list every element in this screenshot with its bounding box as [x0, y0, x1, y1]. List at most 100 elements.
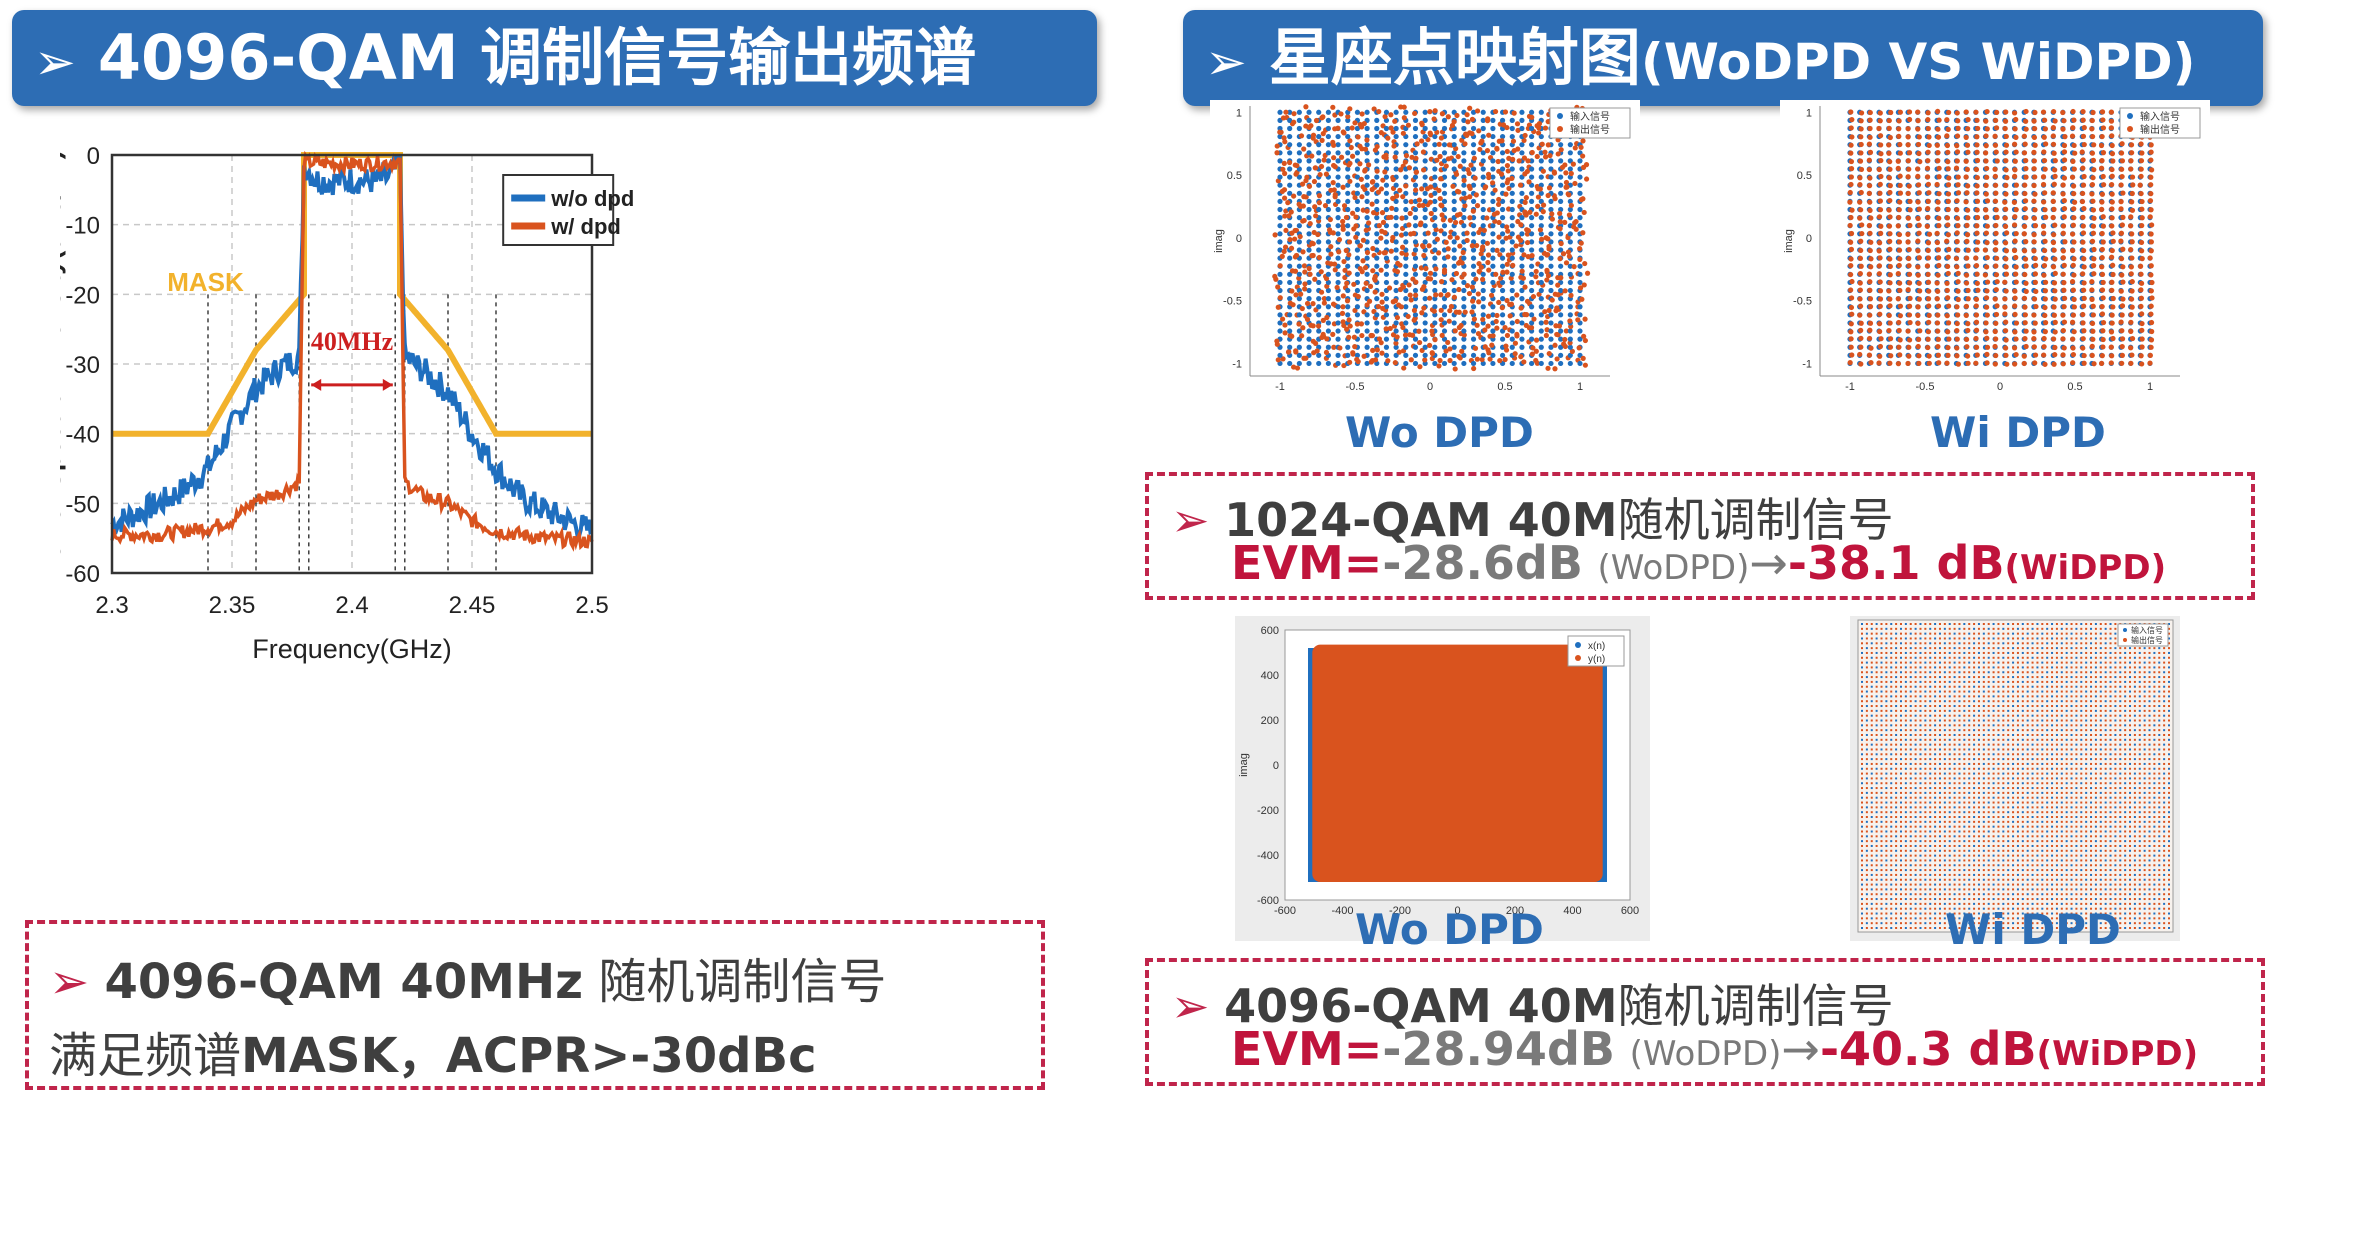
output-point: [1917, 328, 1923, 334]
x-tick-label: 2.3: [95, 592, 128, 619]
input-point: [1548, 166, 1554, 172]
input-point: [1306, 312, 1312, 318]
grid-point: [1895, 777, 1898, 780]
output-point: [1497, 358, 1503, 364]
grid-point: [1904, 623, 1907, 625]
grid-point: [1904, 816, 1907, 819]
input-point: [1335, 328, 1341, 334]
grid-point: [1870, 927, 1873, 929]
output-point: [1341, 258, 1347, 265]
output-point: [1925, 271, 1931, 278]
output-point: [1447, 308, 1453, 314]
grid-point: [1899, 666, 1902, 669]
output-point: [2128, 271, 2134, 277]
output-point: [2070, 125, 2076, 131]
output-point: [1982, 247, 1988, 253]
output-point: [2061, 206, 2068, 212]
input-point: [1490, 142, 1496, 148]
output-point: [1992, 296, 1998, 302]
output-point: [2119, 222, 2125, 228]
output-point: [2148, 157, 2154, 163]
input-point: [1519, 279, 1525, 286]
input-point: [1335, 352, 1341, 358]
output-point: [1379, 291, 1385, 297]
grid-point: [1885, 767, 1888, 770]
evm-wo-sub: (WoDPD): [1597, 548, 1750, 588]
output-point: [1456, 309, 1462, 315]
grid-point: [1880, 632, 1883, 635]
grid-point: [1899, 806, 1902, 809]
input-point: [1567, 142, 1573, 148]
output-point: [1508, 301, 1515, 307]
grid-point: [1895, 762, 1898, 765]
output-point: [2149, 279, 2155, 286]
output-point: [1965, 321, 1971, 327]
grid-point: [1895, 878, 1898, 881]
grid-point: [1890, 835, 1893, 838]
output-point: [1288, 245, 1295, 251]
input-point: [1277, 109, 1283, 115]
input-point: [1403, 231, 1409, 237]
output-point: [1300, 325, 1306, 331]
grid-point: [1880, 651, 1883, 654]
output-point: [1905, 328, 1911, 334]
output-point: [1955, 182, 1961, 188]
grid-point: [1865, 835, 1868, 838]
output-point: [2138, 158, 2145, 164]
output-point: [2052, 288, 2058, 294]
output-point: [2080, 190, 2086, 197]
output-point: [1503, 347, 1510, 353]
output-point: [2080, 109, 2086, 115]
input-point: [1316, 182, 1322, 188]
input-point: [1567, 166, 1573, 172]
output-point: [1858, 263, 1864, 269]
output-point: [1877, 207, 1884, 213]
output-point: [1965, 296, 1971, 302]
output-point: [1485, 116, 1491, 122]
output-point: [1857, 287, 1863, 293]
output-point: [2043, 214, 2049, 220]
grid-point: [1870, 782, 1873, 785]
grid-point: [1909, 651, 1912, 654]
output-point: [2118, 230, 2125, 236]
grid-point: [1904, 844, 1907, 847]
output-point: [2129, 174, 2136, 180]
output-point: [2120, 246, 2126, 252]
output-point: [1857, 158, 1864, 164]
output-point: [2002, 304, 2008, 310]
grid-point: [1865, 719, 1868, 722]
input-point: [1558, 142, 1564, 148]
input-point: [1412, 344, 1419, 350]
output-point: [1477, 146, 1483, 153]
output-point: [1876, 360, 1882, 366]
input-point: [1325, 320, 1331, 326]
input-point: [1383, 320, 1390, 326]
grid-point: [1899, 811, 1902, 814]
output-point: [2091, 167, 2097, 173]
output-point: [2031, 149, 2037, 155]
input-point: [1287, 125, 1293, 132]
input-point: [1529, 231, 1535, 237]
output-point: [2060, 182, 2066, 188]
output-point: [2081, 328, 2087, 334]
grid-point: [1909, 661, 1912, 664]
output-point: [1946, 109, 1952, 116]
output-point: [2031, 296, 2038, 302]
grid-point: [1875, 888, 1878, 891]
input-point: [1277, 198, 1283, 205]
output-point: [1298, 133, 1305, 139]
input-point: [1490, 279, 1496, 286]
input-point: [1519, 117, 1525, 123]
input-point: [1490, 239, 1496, 245]
grid-point: [1880, 695, 1883, 698]
output-point: [2003, 149, 2009, 155]
grid-point: [1861, 676, 1863, 679]
input-point: [1441, 198, 1448, 205]
grid-point: [1880, 791, 1883, 794]
output-point: [1364, 208, 1370, 214]
output-point: [1301, 217, 1307, 224]
output-point: [1965, 215, 1971, 221]
output-point: [2070, 222, 2076, 228]
input-point: [1325, 223, 1331, 229]
output-point: [1390, 129, 1396, 135]
